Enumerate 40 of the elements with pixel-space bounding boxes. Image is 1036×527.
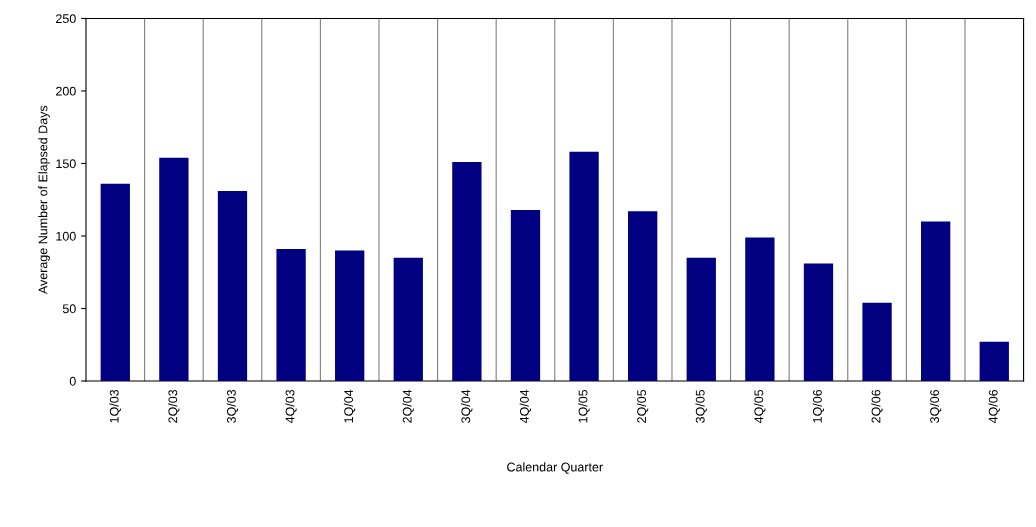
- x-tick-label: 3Q/04: [461, 389, 473, 423]
- bar: [510, 209, 541, 382]
- bar: [862, 302, 892, 382]
- y-tick-label: 200: [56, 86, 76, 96]
- bar: [686, 257, 716, 382]
- bar: [569, 151, 599, 382]
- x-tick-label: 1Q/06: [812, 389, 825, 423]
- bar: [276, 249, 306, 382]
- x-tick-label: 4Q/03: [285, 389, 297, 424]
- x-tick-label: 1Q/03: [109, 389, 121, 423]
- bar: [335, 250, 365, 382]
- bar: [452, 162, 482, 382]
- bar: [921, 221, 951, 382]
- bar: [745, 237, 775, 382]
- y-tick-label: 100: [56, 231, 76, 241]
- x-tick-label: 3Q/03: [226, 389, 239, 423]
- y-tick-label: 250: [56, 14, 76, 24]
- x-tick-label: 2Q/05: [636, 389, 649, 423]
- bar: [217, 191, 248, 382]
- x-tick-label: 1Q/05: [578, 389, 590, 423]
- x-axis-title: Calendar Quarter: [507, 462, 603, 474]
- bar: [628, 211, 658, 382]
- bar: [979, 341, 1009, 382]
- x-tick-label: 4Q/06: [988, 389, 1000, 424]
- bar: [803, 263, 834, 382]
- x-tick-label: 3Q/06: [929, 389, 942, 423]
- bar: [159, 157, 189, 382]
- x-tick-label: 1Q/04: [343, 389, 356, 423]
- x-tick-label: 2Q/04: [402, 389, 414, 423]
- y-axis-title: Average Number of Elapsed Days: [38, 105, 50, 295]
- y-tick-label: 50: [62, 304, 76, 314]
- x-tick-label: 4Q/04: [519, 389, 532, 424]
- x-tick-label: 3Q/05: [695, 389, 707, 423]
- x-tick-label: 2Q/03: [168, 389, 180, 423]
- x-tick-label: 2Q/06: [871, 389, 883, 423]
- x-tick-label: 4Q/05: [754, 389, 766, 424]
- bar: [393, 257, 423, 382]
- y-tick-label: 150: [56, 159, 76, 169]
- y-tick-label: 0: [69, 376, 76, 386]
- bar: [100, 183, 130, 382]
